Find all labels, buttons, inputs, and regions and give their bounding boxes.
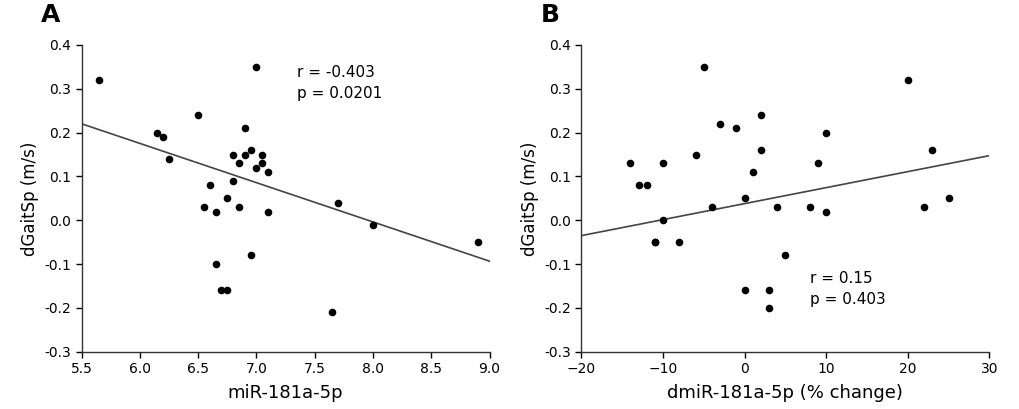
Point xyxy=(324,309,340,316)
Text: B: B xyxy=(540,2,559,27)
Point xyxy=(202,182,218,189)
Point xyxy=(161,156,177,162)
Point xyxy=(219,287,235,294)
Point xyxy=(940,195,956,202)
Point xyxy=(260,208,276,215)
Point xyxy=(230,204,247,210)
Point xyxy=(196,204,212,210)
Point xyxy=(728,125,744,132)
Point xyxy=(768,204,785,210)
Point xyxy=(899,77,915,83)
Point xyxy=(646,239,662,245)
Point xyxy=(254,160,270,166)
Point xyxy=(654,160,671,166)
X-axis label: miR-181a-5p: miR-181a-5p xyxy=(227,384,343,402)
Point xyxy=(230,160,247,166)
Point xyxy=(752,112,768,118)
Point xyxy=(213,287,229,294)
Point xyxy=(752,147,768,153)
Point xyxy=(207,261,223,267)
Text: r = 0.15
p = 0.403: r = 0.15 p = 0.403 xyxy=(809,271,884,307)
Point xyxy=(703,204,719,210)
Point xyxy=(243,252,259,258)
Point xyxy=(155,134,171,140)
Point xyxy=(248,164,264,171)
Point xyxy=(736,195,752,202)
Point xyxy=(695,64,711,70)
Point xyxy=(190,112,206,118)
Point xyxy=(236,151,253,158)
Point xyxy=(630,182,646,189)
Point xyxy=(622,160,638,166)
Point xyxy=(801,204,817,210)
X-axis label: dmiR-181a-5p (% change): dmiR-181a-5p (% change) xyxy=(666,384,903,402)
Point xyxy=(687,151,703,158)
Point xyxy=(809,160,825,166)
Point xyxy=(243,147,259,153)
Point xyxy=(225,178,242,184)
Point xyxy=(260,169,276,175)
Point xyxy=(646,239,662,245)
Point xyxy=(149,129,165,136)
Point xyxy=(219,195,235,202)
Y-axis label: dGaitSp (m/s): dGaitSp (m/s) xyxy=(520,141,538,256)
Point xyxy=(776,252,793,258)
Point xyxy=(671,239,687,245)
Point xyxy=(225,151,242,158)
Point xyxy=(736,287,752,294)
Point xyxy=(915,204,931,210)
Text: r = -0.403
p = 0.0201: r = -0.403 p = 0.0201 xyxy=(297,65,382,101)
Point xyxy=(329,200,345,206)
Point xyxy=(470,239,486,245)
Point xyxy=(744,169,760,175)
Y-axis label: dGaitSp (m/s): dGaitSp (m/s) xyxy=(20,141,39,256)
Point xyxy=(91,77,107,83)
Point xyxy=(711,121,728,127)
Point xyxy=(365,221,381,228)
Point xyxy=(817,208,834,215)
Text: A: A xyxy=(41,2,60,27)
Point xyxy=(760,305,776,311)
Point xyxy=(760,287,776,294)
Point xyxy=(923,147,940,153)
Point xyxy=(248,64,264,70)
Point xyxy=(236,125,253,132)
Point xyxy=(654,217,671,224)
Point xyxy=(638,182,654,189)
Point xyxy=(207,208,223,215)
Point xyxy=(254,151,270,158)
Point xyxy=(817,129,834,136)
